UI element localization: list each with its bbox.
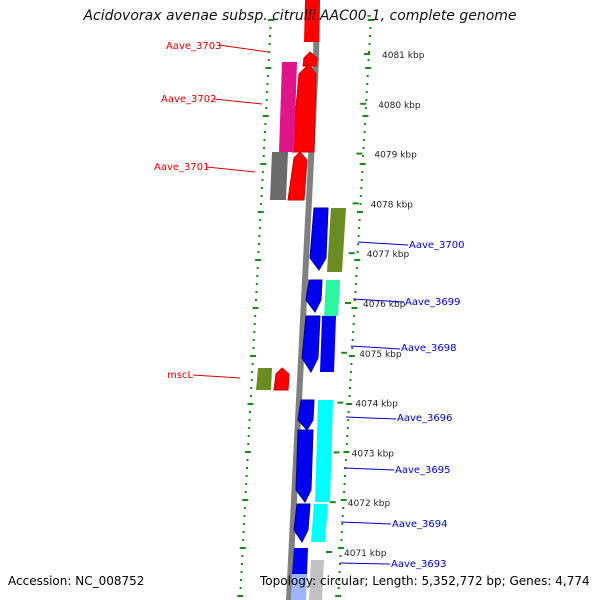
tick-label: 4075 kbp — [359, 350, 402, 360]
gene-olive-3700[interactable] — [327, 208, 346, 272]
label-aave-3703[interactable]: Aave_3703 — [166, 41, 222, 52]
gene-cyan-3695[interactable] — [315, 400, 333, 502]
label-aave-3693[interactable]: Aave_3693 — [391, 559, 447, 570]
ring-boundaries — [237, 19, 374, 597]
gene-mscl[interactable] — [273, 367, 290, 391]
label-aave-3694[interactable]: Aave_3694 — [392, 519, 448, 530]
leader-aave-3700 — [357, 241, 409, 246]
tick-label: 4073 kbp — [352, 449, 395, 459]
label-leaders — [192, 44, 409, 565]
gene-mscl-olive[interactable] — [256, 368, 272, 390]
tick-label: 4080 kbp — [378, 101, 421, 111]
leader-aave-3703 — [218, 44, 269, 53]
gene-aave-3696[interactable] — [297, 399, 315, 431]
leader-aave-3701 — [206, 166, 256, 173]
gene-blue-3696b[interactable] — [295, 429, 314, 503]
genome-stats-text: Topology: circular; Length: 5,352,772 bp… — [260, 574, 590, 588]
tick-label: 4074 kbp — [355, 400, 398, 410]
gene-aave-3693[interactable] — [292, 548, 308, 574]
map-title: Acidovorax avenae subsp. citrulli AAC00-… — [83, 8, 517, 24]
gene-gray-bottom[interactable] — [309, 560, 324, 600]
leader-aave-3694 — [340, 521, 392, 525]
leader-mscl — [192, 374, 241, 379]
leader-aave-3699 — [352, 298, 405, 303]
label-aave-3695[interactable]: Aave_3695 — [395, 465, 451, 476]
gene-light-blue[interactable] — [291, 574, 307, 600]
label-aave-3696[interactable]: Aave_3696 — [397, 413, 453, 424]
gene-green-3699[interactable] — [324, 280, 340, 316]
gene-block-top-red[interactable] — [304, 0, 320, 42]
gene-gray-block[interactable] — [270, 152, 288, 200]
leader-aave-3693 — [339, 562, 391, 565]
label-aave-3700[interactable]: Aave_3700 — [409, 240, 465, 251]
gene-aave-3700[interactable] — [309, 207, 329, 271]
leader-aave-3702 — [213, 98, 263, 105]
gene-aave-3694[interactable] — [293, 503, 311, 543]
label-aave-3698[interactable]: Aave_3698 — [401, 343, 457, 354]
tick-label: 4077 kbp — [367, 250, 410, 260]
gene-labels: Aave_3703 Aave_3702 Aave_3701 mscL Aave_… — [154, 41, 465, 570]
label-mscl[interactable]: mscL — [167, 370, 193, 381]
features — [256, 0, 346, 600]
leader-aave-3698 — [350, 345, 401, 350]
tick-label: 4071 kbp — [344, 549, 387, 559]
tick-label: 4076 kbp — [363, 300, 406, 310]
gene-magenta-block[interactable] — [279, 62, 297, 152]
label-aave-3701[interactable]: Aave_3701 — [154, 162, 210, 173]
gene-aave-3703[interactable] — [302, 51, 318, 67]
label-aave-3702[interactable]: Aave_3702 — [161, 94, 217, 105]
tick-label: 4072 kbp — [348, 499, 391, 509]
label-aave-3699[interactable]: Aave_3699 — [405, 297, 461, 308]
leader-aave-3695 — [343, 467, 395, 471]
tick-label: 4079 kbp — [374, 151, 417, 161]
leader-aave-3696 — [345, 416, 397, 420]
scale-ticks: 4081 kbp 4080 kbp 4079 kbp 4078 kbp 4077 kbp… — [326, 51, 425, 559]
tick-label: 4081 kbp — [382, 51, 425, 61]
gene-aave-3701[interactable] — [287, 151, 308, 201]
gene-cyan-3694[interactable] — [311, 504, 328, 542]
gene-aave-3699[interactable] — [305, 279, 323, 313]
gene-aave-3698[interactable] — [301, 315, 321, 374]
gene-blue-3698[interactable] — [320, 316, 336, 372]
tick-label: 4078 kbp — [371, 200, 414, 210]
accession-text: Accession: NC_008752 — [8, 574, 145, 588]
